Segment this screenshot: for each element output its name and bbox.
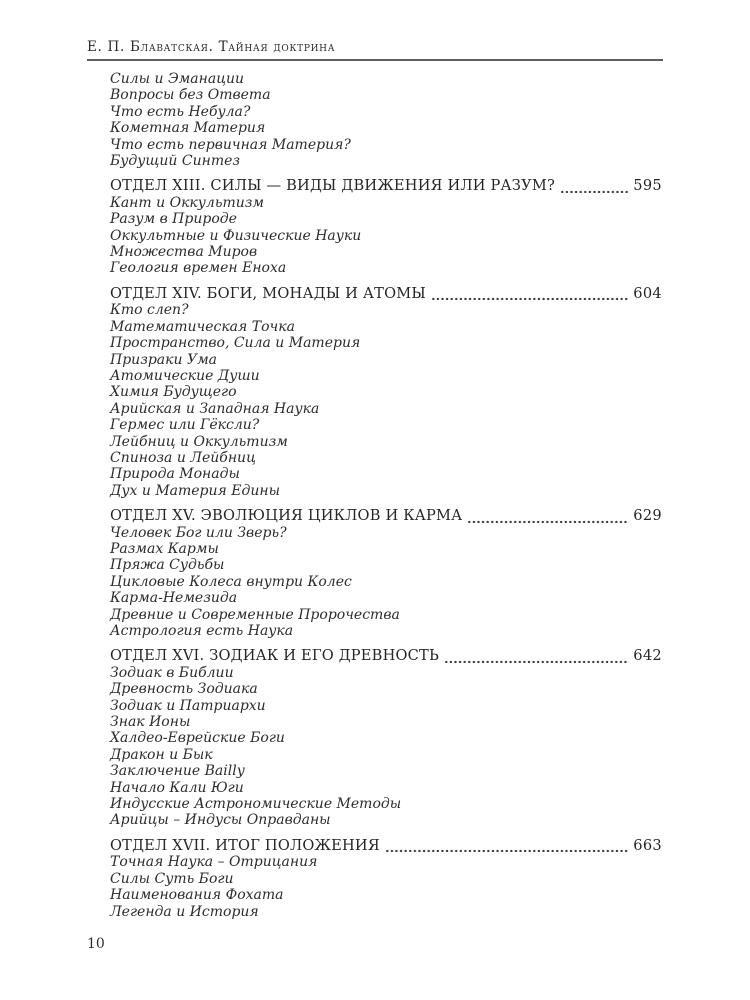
toc-subitem: Арийцы – Индусы Оправданы: [110, 812, 331, 829]
dot-leader: [444, 658, 630, 663]
toc-section: ОТДЕЛ XIV. БОГИ, МОНАДЫ И АТОМЫ 604 Кто сл…: [110, 284, 662, 499]
toc-subitem: Гермес или Гёксли?: [110, 417, 260, 434]
toc-section: ОТДЕЛ XVI. ЗОДИАК И ЕГО ДРЕВНОСТЬ 642 Зоди…: [110, 647, 662, 829]
toc-subitem: Геология времен Еноха: [110, 260, 287, 277]
toc-section-row: ОТДЕЛ XIV. БОГИ, МОНАДЫ И АТОМЫ 604: [110, 284, 662, 302]
page-number: 10: [87, 936, 105, 952]
toc-subitem: Что есть Небула?: [110, 103, 251, 120]
toc-subitem: Легенда и История: [110, 903, 259, 920]
toc-subitem: Кто слеп?: [110, 302, 189, 319]
toc-section-title: ОТДЕЛ XIII. СИЛЫ — ВИДЫ ДВИЖЕНИЯ ИЛИ РАЗ…: [110, 177, 556, 195]
toc-subitem: Будущий Синтез: [110, 153, 241, 170]
toc-subitem: Вопросы без Ответа: [110, 87, 271, 104]
toc-section: ОТДЕЛ XVII. ИТОГ ПОЛОЖЕНИЯ 663 Точная Наук…: [110, 836, 662, 920]
toc-subitem: Зодиак и Патриархи: [110, 697, 266, 714]
toc-section-pagenum: 642: [633, 647, 662, 665]
toc-subitem: Человек Бог или Зверь?: [110, 524, 287, 541]
toc-section-title: ОТДЕЛ XIV. БОГИ, МОНАДЫ И АТОМЫ: [110, 284, 426, 302]
toc-subitem: Пространство, Сила и Материя: [110, 335, 361, 352]
toc-subitem: Индусские Астрономические Методы: [110, 796, 402, 813]
toc-subitem: Кант и Оккультизм: [110, 194, 264, 211]
toc-subitem: Силы Суть Боги: [110, 870, 234, 887]
toc-section: ОТДЕЛ XV. ЭВОЛЮЦИЯ ЦИКЛОВ И КАРМА 629 Чело…: [110, 507, 662, 639]
toc-subitem: Халдео-Еврейские Боги: [110, 730, 285, 747]
toc-subitem: Размах Кармы: [110, 540, 219, 557]
toc-section-title: ОТДЕЛ XV. ЭВОЛЮЦИЯ ЦИКЛОВ И КАРМА: [110, 507, 463, 525]
toc-subitem: Силы и Эманации: [110, 71, 244, 87]
toc-subitem: Природа Монады: [110, 466, 240, 483]
toc-subitem: Математическая Точка: [110, 318, 295, 335]
toc-section: ОТДЕЛ XIII. СИЛЫ — ВИДЫ ДВИЖЕНИЯ ИЛИ РАЗ…: [110, 177, 662, 277]
toc-section-row: ОТДЕЛ XV. ЭВОЛЮЦИЯ ЦИКЛОВ И КАРМА 629: [110, 507, 662, 525]
toc-subitem: Множества Миров: [110, 244, 258, 261]
toc-section-pagenum: 629: [633, 507, 662, 525]
table-of-contents: Силы и Эманации Вопросы без Ответа Что ест…: [110, 71, 662, 920]
dot-leader: [384, 848, 630, 853]
toc-subitem: Наименования Фохата: [110, 887, 284, 904]
toc-subitem: Заключение Bailly: [110, 763, 245, 780]
toc-section-pagenum: 595: [633, 177, 662, 195]
toc-subitem: Карма-Немезида: [110, 590, 238, 607]
toc-section-row: ОТДЕЛ XVI. ЗОДИАК И ЕГО ДРЕВНОСТЬ 642: [110, 647, 662, 665]
toc-subitem: Лейбниц и Оккультизм: [110, 433, 288, 450]
toc-subitem: Начало Кали Юги: [110, 779, 244, 796]
toc-section-title: ОТДЕЛ XVII. ИТОГ ПОЛОЖЕНИЯ: [110, 836, 380, 854]
toc-subitem: Древние и Современные Пророчества: [110, 606, 400, 623]
running-header-text: Е. П. Блаватская. Тайная доктрина: [87, 39, 336, 55]
toc-section-row: ОТДЕЛ XIII. СИЛЫ — ВИДЫ ДВИЖЕНИЯ ИЛИ РАЗ…: [110, 177, 662, 195]
toc-subitem: Пряжа Судьбы: [110, 557, 225, 574]
running-header: Е. П. Блаватская. Тайная доктрина: [87, 39, 663, 61]
toc-subitem: Цикловые Колеса внутри Колес: [110, 573, 352, 590]
toc-section-title: ОТДЕЛ XVI. ЗОДИАК И ЕГО ДРЕВНОСТЬ: [110, 647, 440, 665]
toc-section-row: ОТДЕЛ XVII. ИТОГ ПОЛОЖЕНИЯ 663: [110, 836, 662, 854]
toc-subitem: Арийская и Западная Наука: [110, 400, 320, 417]
toc-subitem: Оккультные и Физические Науки: [110, 227, 362, 244]
toc-subitem: Разум в Природе: [110, 211, 237, 228]
dot-leader: [560, 188, 630, 193]
toc-subitem: Кометная Материя: [110, 120, 266, 137]
toc-subitem: Что есть первичная Материя?: [110, 136, 351, 153]
toc-subitem: Древность Зодиака: [110, 681, 258, 698]
toc-subitem: Спиноза и Лейбниц: [110, 449, 256, 466]
toc-subitem: Атомические Души: [110, 367, 260, 384]
toc-subitem: Знак Ионы: [110, 714, 191, 731]
toc-subitem: Дракон и Бык: [110, 746, 213, 763]
dot-leader: [430, 296, 630, 301]
toc-subitem: Астрология есть Наука: [110, 623, 294, 639]
toc-subitem: Призраки Ума: [110, 351, 218, 368]
toc-subitem: Точная Наука – Отрицания: [110, 854, 318, 871]
toc-subitem: Дух и Материя Едины: [110, 482, 280, 499]
toc-subitem: Химия Будущего: [110, 384, 237, 401]
dot-leader: [467, 518, 630, 523]
toc-subitem: Зодиак в Библии: [110, 664, 234, 681]
toc-section-pagenum: 604: [633, 284, 662, 302]
toc-section-pagenum: 663: [633, 836, 662, 854]
